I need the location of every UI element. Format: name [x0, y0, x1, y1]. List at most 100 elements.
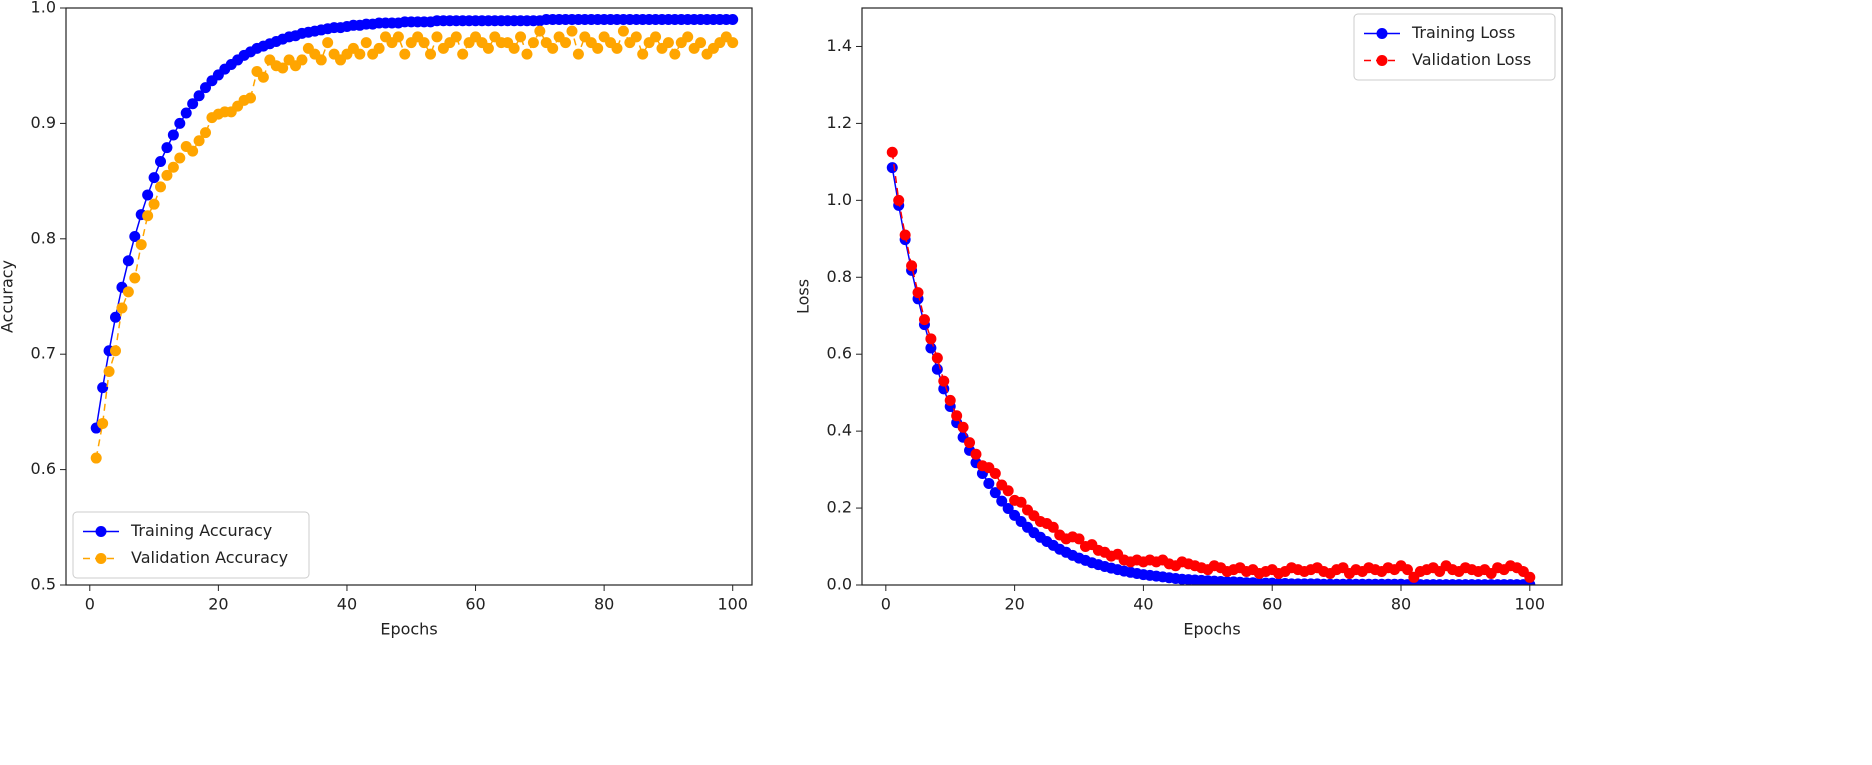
data-point — [515, 31, 527, 43]
plot-area — [90, 14, 739, 464]
data-point — [899, 229, 911, 241]
y-tick-label: 0.7 — [31, 344, 56, 363]
data-point — [116, 302, 128, 314]
data-point — [1073, 533, 1085, 545]
data-point — [695, 37, 707, 49]
y-axis-label: Loss — [794, 279, 813, 314]
legend-marker — [1376, 55, 1388, 66]
data-point — [592, 42, 604, 54]
data-point — [1524, 571, 1536, 583]
legend-box — [1353, 13, 1556, 81]
y-tick-label: 0.9 — [31, 113, 56, 132]
data-point — [912, 287, 924, 299]
data-point — [989, 467, 1001, 479]
x-axis-label: Epochs — [1183, 620, 1240, 639]
data-point — [931, 352, 943, 364]
data-point — [886, 146, 898, 158]
data-point — [1002, 485, 1014, 497]
data-point — [167, 129, 179, 141]
data-point — [964, 437, 976, 449]
axes-frame — [65, 7, 753, 586]
data-point — [630, 31, 642, 43]
data-point — [277, 62, 289, 74]
data-point — [148, 198, 160, 210]
data-point — [142, 189, 154, 201]
data-point — [245, 92, 257, 104]
data-point — [187, 145, 199, 157]
plot-area — [886, 146, 1536, 585]
data-point — [1047, 521, 1059, 533]
series-line — [95, 18, 733, 429]
data-point — [129, 230, 141, 242]
y-tick-label: 0.6 — [31, 459, 56, 478]
x-tick-label: 40 — [337, 595, 357, 614]
data-point — [925, 333, 937, 345]
data-point — [257, 71, 269, 83]
data-point — [360, 37, 372, 49]
data-point — [399, 48, 411, 60]
series-line — [95, 29, 734, 459]
data-point — [129, 272, 141, 284]
data-point — [180, 107, 192, 119]
data-point — [938, 375, 950, 387]
data-point — [560, 37, 572, 49]
data-point — [951, 410, 963, 422]
data-point — [617, 25, 629, 37]
data-point — [135, 239, 147, 251]
data-point — [1401, 564, 1413, 576]
legend-marker — [1376, 28, 1388, 39]
data-point — [296, 54, 308, 66]
data-point — [200, 127, 212, 139]
data-point — [148, 172, 160, 184]
data-point — [957, 421, 969, 433]
data-point — [193, 90, 205, 102]
y-tick-label: 0.2 — [827, 498, 852, 517]
data-point — [534, 25, 546, 37]
data-point — [1015, 496, 1027, 508]
legend-label: Validation Accuracy — [131, 548, 288, 567]
legend-marker — [95, 553, 107, 564]
data-point — [944, 394, 956, 406]
series-line — [891, 152, 1531, 579]
data-point — [425, 48, 437, 60]
data-point — [161, 169, 173, 181]
data-point — [989, 487, 1001, 499]
series-line — [891, 167, 1530, 585]
data-point — [893, 194, 905, 206]
y-tick-label: 0.8 — [827, 267, 852, 286]
data-point — [431, 31, 443, 43]
legend-box — [72, 511, 310, 579]
data-point — [373, 42, 385, 54]
data-point — [650, 31, 662, 43]
data-point — [322, 37, 334, 49]
data-point — [918, 314, 930, 326]
x-tick-label: 60 — [465, 595, 485, 614]
legend-marker — [95, 526, 107, 537]
data-point — [457, 48, 469, 60]
x-tick-label: 0 — [881, 595, 891, 614]
data-point — [193, 135, 205, 147]
data-point — [110, 345, 122, 357]
data-point — [669, 48, 681, 60]
data-point — [122, 255, 134, 267]
legend-label: Training Accuracy — [130, 521, 272, 540]
y-tick-label: 0.6 — [827, 344, 852, 363]
data-point — [508, 42, 520, 54]
data-point — [200, 82, 212, 94]
data-point — [155, 181, 167, 193]
data-point — [103, 366, 115, 378]
x-tick-label: 60 — [1262, 595, 1282, 614]
y-tick-label: 0.5 — [31, 575, 56, 594]
data-point — [174, 117, 186, 129]
x-tick-label: 20 — [208, 595, 228, 614]
data-point — [521, 48, 533, 60]
data-point — [418, 37, 430, 49]
data-point — [572, 48, 584, 60]
data-point — [906, 260, 918, 272]
y-tick-label: 1.0 — [827, 190, 852, 209]
data-point — [110, 311, 122, 323]
data-point — [142, 210, 154, 222]
data-point — [174, 152, 186, 164]
data-point — [727, 37, 739, 49]
